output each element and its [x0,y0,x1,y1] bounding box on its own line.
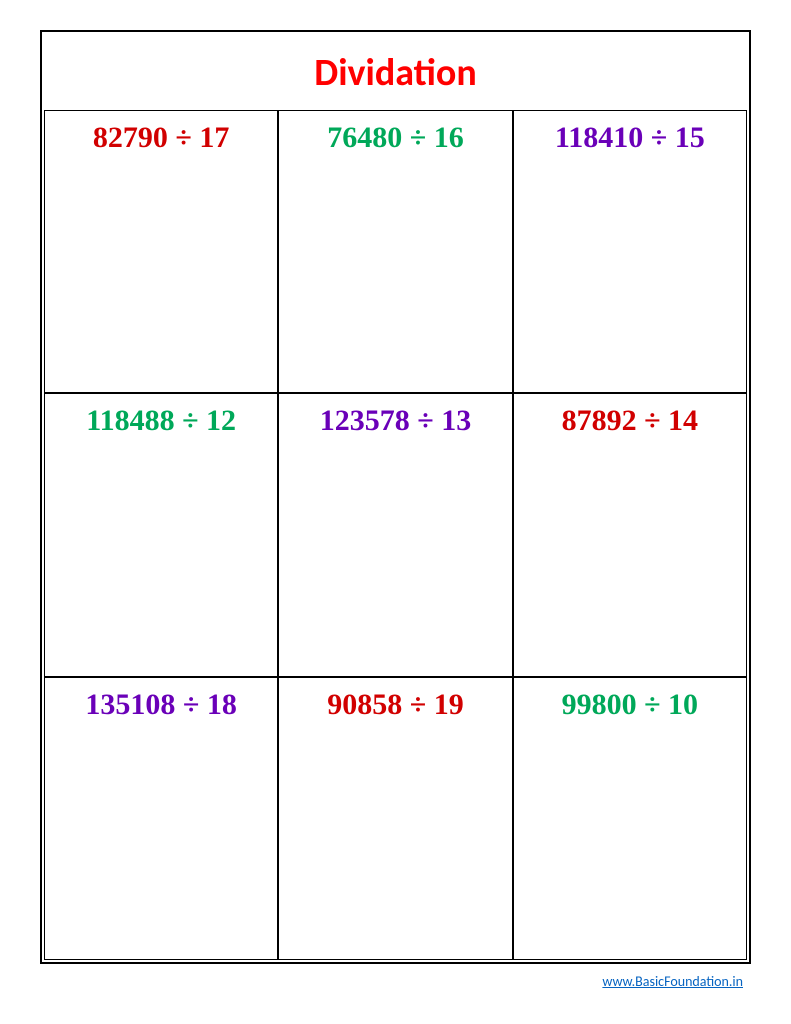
problem-text: 135108 ÷ 18 [85,688,236,721]
problem-cell: 87892 ÷ 14 [513,393,747,676]
problem-cell: 118410 ÷ 15 [513,110,747,393]
page-title: Dividation [42,32,749,110]
problem-text: 90858 ÷ 19 [327,688,463,721]
problem-text: 118488 ÷ 12 [86,404,236,437]
problem-text: 87892 ÷ 14 [562,404,698,437]
problem-cell: 99800 ÷ 10 [513,677,747,960]
footer-link[interactable]: www.BasicFoundation.in [602,973,743,990]
problem-text: 118410 ÷ 15 [555,121,705,154]
problem-cell: 82790 ÷ 17 [44,110,278,393]
problem-cell: 76480 ÷ 16 [278,110,512,393]
problem-text: 99800 ÷ 10 [562,688,698,721]
problem-cell: 123578 ÷ 13 [278,393,512,676]
problem-cell: 90858 ÷ 19 [278,677,512,960]
problem-cell: 135108 ÷ 18 [44,677,278,960]
problem-text: 123578 ÷ 13 [320,404,471,437]
problem-text: 82790 ÷ 17 [93,121,229,154]
problems-grid: 82790 ÷ 17 76480 ÷ 16 118410 ÷ 15 118488… [44,110,747,960]
problem-text: 76480 ÷ 16 [327,121,463,154]
worksheet-page: Dividation 82790 ÷ 17 76480 ÷ 16 118410 … [40,30,751,964]
problem-cell: 118488 ÷ 12 [44,393,278,676]
